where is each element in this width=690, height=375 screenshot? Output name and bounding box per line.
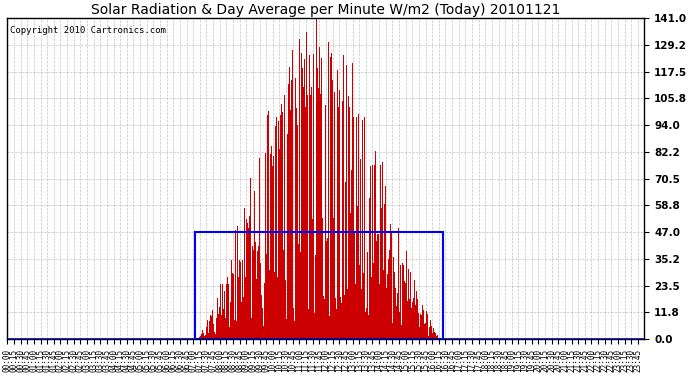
Title: Solar Radiation & Day Average per Minute W/m2 (Today) 20101121: Solar Radiation & Day Average per Minute… (91, 3, 560, 17)
Bar (195, 232, 443, 339)
Text: Copyright 2010 Cartronics.com: Copyright 2010 Cartronics.com (10, 26, 166, 35)
